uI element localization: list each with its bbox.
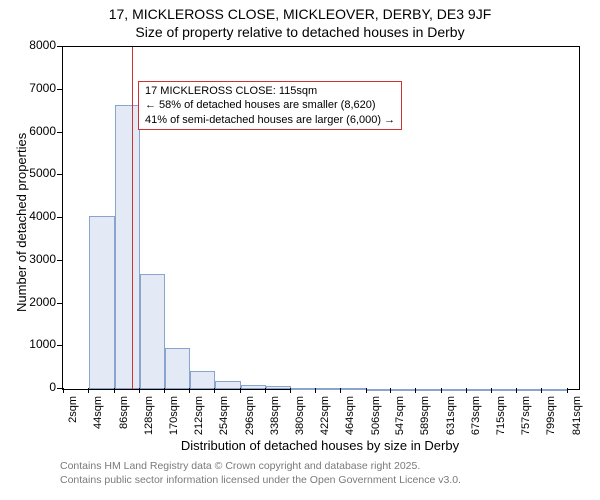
xtick-mark: [567, 388, 568, 393]
callout-line3: 41% of semi-detached houses are larger (…: [145, 113, 395, 127]
ytick-label: 7000: [16, 81, 56, 95]
histogram-bar: [190, 371, 215, 389]
histogram-bar: [391, 389, 416, 391]
histogram-bar: [241, 385, 266, 389]
xtick-mark: [214, 388, 215, 393]
ytick-mark: [57, 260, 62, 261]
xtick-mark: [340, 388, 341, 393]
ytick-label: 4000: [16, 209, 56, 223]
xtick-mark: [139, 388, 140, 393]
histogram-bar: [341, 388, 366, 390]
ytick-mark: [57, 388, 62, 389]
ytick-label: 2000: [16, 295, 56, 309]
histogram-bar: [115, 105, 140, 389]
attribution: Contains HM Land Registry data © Crown c…: [60, 460, 461, 487]
attribution-line1: Contains HM Land Registry data © Crown c…: [60, 460, 461, 474]
ytick-mark: [57, 46, 62, 47]
chart-container: 17, MICKLEROSS CLOSE, MICKLEOVER, DERBY,…: [0, 0, 600, 500]
histogram-bar: [266, 386, 291, 389]
histogram-bar: [165, 348, 190, 389]
xtick-mark: [189, 388, 190, 393]
xtick-mark: [516, 388, 517, 393]
histogram-bar: [416, 389, 441, 391]
plot-area: 17 MICKLEROSS CLOSE: 115sqm ← 58% of det…: [62, 46, 580, 390]
callout-line1: 17 MICKLEROSS CLOSE: 115sqm: [145, 84, 395, 98]
ytick-label: 3000: [16, 252, 56, 266]
xtick-mark: [541, 388, 542, 393]
xtick-mark: [441, 388, 442, 393]
chart-title-line1: 17, MICKLEROSS CLOSE, MICKLEOVER, DERBY,…: [0, 6, 600, 22]
ytick-mark: [57, 132, 62, 133]
histogram-bar: [215, 381, 240, 389]
attribution-line2: Contains public sector information licen…: [60, 474, 461, 488]
x-axis-label: Distribution of detached houses by size …: [62, 438, 578, 453]
histogram-bar: [316, 388, 341, 390]
chart-title-line2: Size of property relative to detached ho…: [0, 24, 600, 40]
histogram-bar: [291, 388, 316, 390]
xtick-mark: [415, 388, 416, 393]
histogram-bar: [442, 389, 467, 391]
ytick-mark: [57, 345, 62, 346]
xtick-mark: [366, 388, 367, 393]
xtick-mark: [390, 388, 391, 393]
ytick-label: 8000: [16, 38, 56, 52]
histogram-bar: [467, 389, 492, 391]
histogram-bar: [367, 389, 392, 391]
xtick-mark: [466, 388, 467, 393]
xtick-mark: [315, 388, 316, 393]
reference-line: [132, 47, 133, 389]
xtick-mark: [114, 388, 115, 393]
ytick-label: 6000: [16, 124, 56, 138]
histogram-bar: [140, 274, 165, 389]
histogram-bar: [517, 389, 542, 391]
callout-box: 17 MICKLEROSS CLOSE: 115sqm ← 58% of det…: [138, 81, 402, 130]
xtick-mark: [491, 388, 492, 393]
ytick-mark: [57, 217, 62, 218]
ytick-mark: [57, 89, 62, 90]
xtick-mark: [63, 388, 64, 393]
ytick-label: 5000: [16, 166, 56, 180]
histogram-bar: [89, 216, 114, 389]
histogram-bar: [492, 389, 517, 391]
histogram-bar: [542, 389, 567, 391]
ytick-label: 0: [16, 380, 56, 394]
callout-line2: ← 58% of detached houses are smaller (8,…: [145, 98, 395, 112]
xtick-mark: [164, 388, 165, 393]
xtick-mark: [290, 388, 291, 393]
xtick-mark: [265, 388, 266, 393]
xtick-mark: [240, 388, 241, 393]
xtick-mark: [88, 388, 89, 393]
ytick-label: 1000: [16, 337, 56, 351]
ytick-mark: [57, 303, 62, 304]
ytick-mark: [57, 174, 62, 175]
